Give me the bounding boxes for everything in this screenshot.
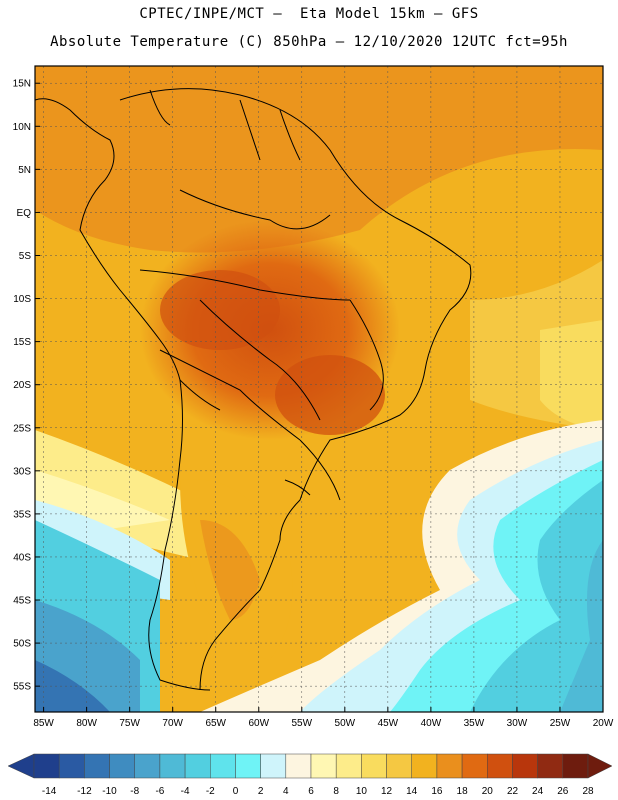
- colorbar-arrow-high: [587, 753, 613, 779]
- lon-label: 30W: [507, 718, 528, 729]
- colorbar-swatch: [335, 753, 362, 779]
- lon-label: 40W: [421, 718, 442, 729]
- lon-label: 50W: [335, 718, 356, 729]
- lat-label: 35S: [13, 509, 31, 520]
- coastlines: [35, 88, 472, 691]
- lon-label: 85W: [33, 718, 54, 729]
- colorbar-label: 4: [283, 786, 289, 797]
- colorbar-swatch: [436, 753, 463, 779]
- colorbar-label: -12: [77, 786, 92, 797]
- colorbar-label: 24: [532, 786, 544, 797]
- colorbar-label: 12: [381, 786, 393, 797]
- colorbar-swatch: [210, 753, 236, 779]
- colorbar-label: 26: [557, 786, 569, 797]
- temperature-field: [35, 66, 603, 712]
- lon-label: 20W: [593, 718, 614, 729]
- colorbar-swatch: [109, 753, 135, 779]
- colorbar-label: -10: [102, 786, 117, 797]
- colorbar-label: 8: [333, 786, 339, 797]
- colorbar-label: 16: [431, 786, 443, 797]
- colorbar-swatch: [58, 753, 85, 779]
- lat-label: 15N: [13, 79, 31, 90]
- colorbar-swatch: [159, 753, 186, 779]
- lat-label: 40S: [13, 552, 31, 563]
- colorbar-label: 22: [507, 786, 519, 797]
- lon-label: 45W: [378, 718, 399, 729]
- title-line-1: CPTEC/INPE/MCT — Eta Model 15km — GFS: [139, 6, 479, 22]
- colorbar-swatch: [84, 753, 110, 779]
- colorbar-label: 10: [356, 786, 368, 797]
- colorbar-swatch: [184, 753, 211, 779]
- lat-label: 45S: [13, 596, 31, 607]
- lat-label: 50S: [13, 639, 31, 650]
- colorbar-swatch: [285, 753, 312, 779]
- lat-label: EQ: [17, 208, 32, 219]
- lat-label: 25S: [13, 423, 31, 434]
- colorbar-label: -14: [42, 786, 57, 797]
- colorbar-label: 28: [582, 786, 594, 797]
- colorbar-arrow-low: [7, 753, 35, 779]
- colorbar-label: 6: [308, 786, 314, 797]
- colorbar-swatch: [33, 753, 60, 779]
- colorbar-label: -6: [155, 786, 164, 797]
- lat-label: 20S: [13, 380, 31, 391]
- lon-label: 35W: [464, 718, 485, 729]
- lat-label: 5N: [18, 165, 31, 176]
- lon-label: 65W: [205, 718, 226, 729]
- lon-label: 60W: [248, 718, 269, 729]
- colorbar-swatch: [386, 753, 412, 779]
- colorbar-label: 2: [258, 786, 264, 797]
- latitude-labels: 15N 10N 5N EQ 5S 10S 15S 20S 25S 30S 35S 40S 45S 50S 5…: [13, 79, 32, 693]
- lon-label: 25W: [550, 718, 571, 729]
- lon-label: 55W: [292, 718, 313, 729]
- plot-frame: [34, 65, 604, 713]
- lon-label: 70W: [162, 718, 183, 729]
- colorbar-swatch: [537, 753, 564, 779]
- lat-lon-grid: [35, 66, 604, 712]
- colorbar-label: 18: [457, 786, 469, 797]
- colorbar-swatch: [512, 753, 538, 779]
- colorbar-swatch: [461, 753, 488, 779]
- lon-label: 80W: [76, 718, 97, 729]
- lat-label: 55S: [13, 682, 31, 693]
- colorbar-label: -4: [181, 786, 190, 797]
- colorbar: -14 -12 -10 -8 -6 -4 -2 0 2 4 6 8 10 12 14 16 18 20 22 24 26…: [7, 753, 613, 797]
- lat-label: 10S: [13, 294, 31, 305]
- colorbar-label: -8: [130, 786, 139, 797]
- colorbar-label: 0: [233, 786, 239, 797]
- colorbar-swatch: [361, 753, 387, 779]
- colorbar-label: -2: [206, 786, 215, 797]
- longitude-labels: 85W 80W 75W 70W 65W 60W 55W 50W 45W 40W 35W 30W 25W 2…: [33, 718, 614, 729]
- lon-label: 75W: [119, 718, 140, 729]
- lat-label: 30S: [13, 466, 31, 477]
- colorbar-label: 14: [406, 786, 418, 797]
- colorbar-swatch: [310, 753, 337, 779]
- colorbar-swatch: [411, 753, 438, 779]
- colorbar-swatch: [487, 753, 513, 779]
- lat-label: 10N: [13, 122, 31, 133]
- lat-label: 5S: [19, 251, 32, 262]
- colorbar-swatch: [235, 753, 261, 779]
- colorbar-swatch: [260, 753, 287, 779]
- title-line-2: Absolute Temperature (C) 850hPa — 12/10/…: [50, 34, 568, 50]
- colorbar-label: 20: [482, 786, 494, 797]
- colorbar-swatch: [562, 753, 589, 779]
- lat-label: 15S: [13, 337, 31, 348]
- colorbar-swatch: [134, 753, 161, 779]
